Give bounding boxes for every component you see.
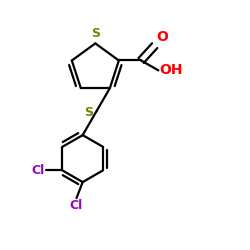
Text: OH: OH	[160, 64, 183, 78]
Text: O: O	[156, 30, 168, 44]
Text: S: S	[91, 28, 100, 40]
Text: Cl: Cl	[70, 200, 83, 212]
Text: S: S	[84, 106, 93, 119]
Text: Cl: Cl	[32, 164, 45, 177]
